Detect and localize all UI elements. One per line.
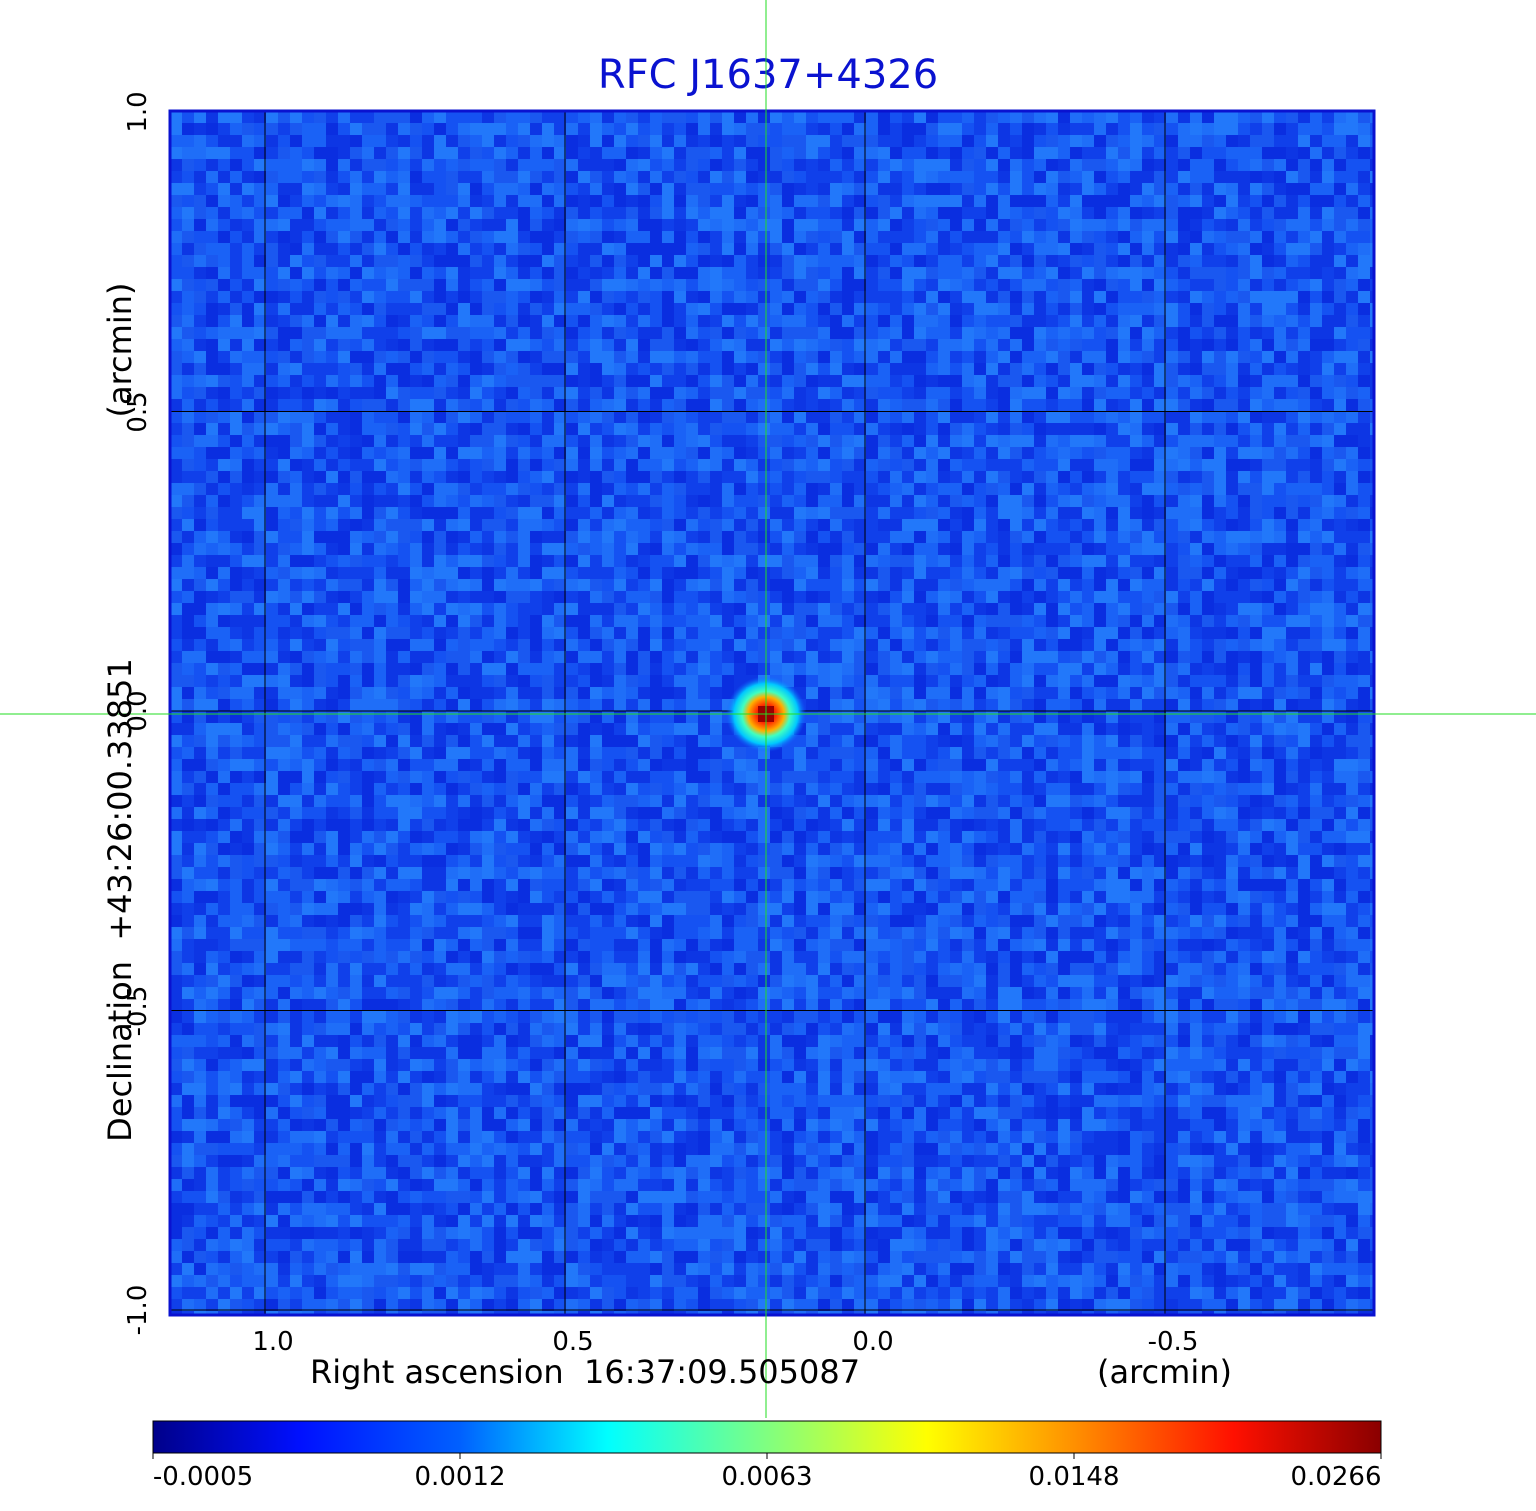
- x-axis-unit: (arcmin): [1097, 1353, 1232, 1391]
- y-tick-label: 0.5: [123, 390, 153, 433]
- plot-frame: [168, 109, 1376, 1317]
- colorbar-tick-label: 0.0148: [1028, 1462, 1120, 1492]
- x-axis-label: Right ascension 16:37:09.505087: [310, 1353, 861, 1391]
- y-tick-label: 0.0: [123, 690, 153, 732]
- grid-lines: [170, 111, 1374, 1315]
- colorbar-tick-label: -0.0005: [152, 1462, 254, 1492]
- x-tick-label: -0.5: [1147, 1327, 1199, 1357]
- chart-title: RFC J1637+4326: [597, 52, 939, 98]
- x-tick-label: 0.5: [552, 1327, 594, 1357]
- colorbar-tick-marks: [152, 1453, 1382, 1459]
- crosshair: [0, 0, 1536, 1418]
- colorbar-tick-label: 0.0012: [414, 1462, 506, 1492]
- y-tick-label: -1.0: [123, 1284, 153, 1336]
- colorbar-tick-label: 0.0266: [1290, 1462, 1382, 1492]
- colorbar: [152, 1420, 1382, 1454]
- x-tick-label: 1.0: [252, 1327, 294, 1357]
- y-tick-label: -0.5: [123, 985, 153, 1036]
- colorbar-tick-label: 0.0063: [721, 1462, 813, 1492]
- y-tick-label: 1.0: [123, 91, 153, 133]
- x-tick-label: 0.0: [852, 1327, 894, 1357]
